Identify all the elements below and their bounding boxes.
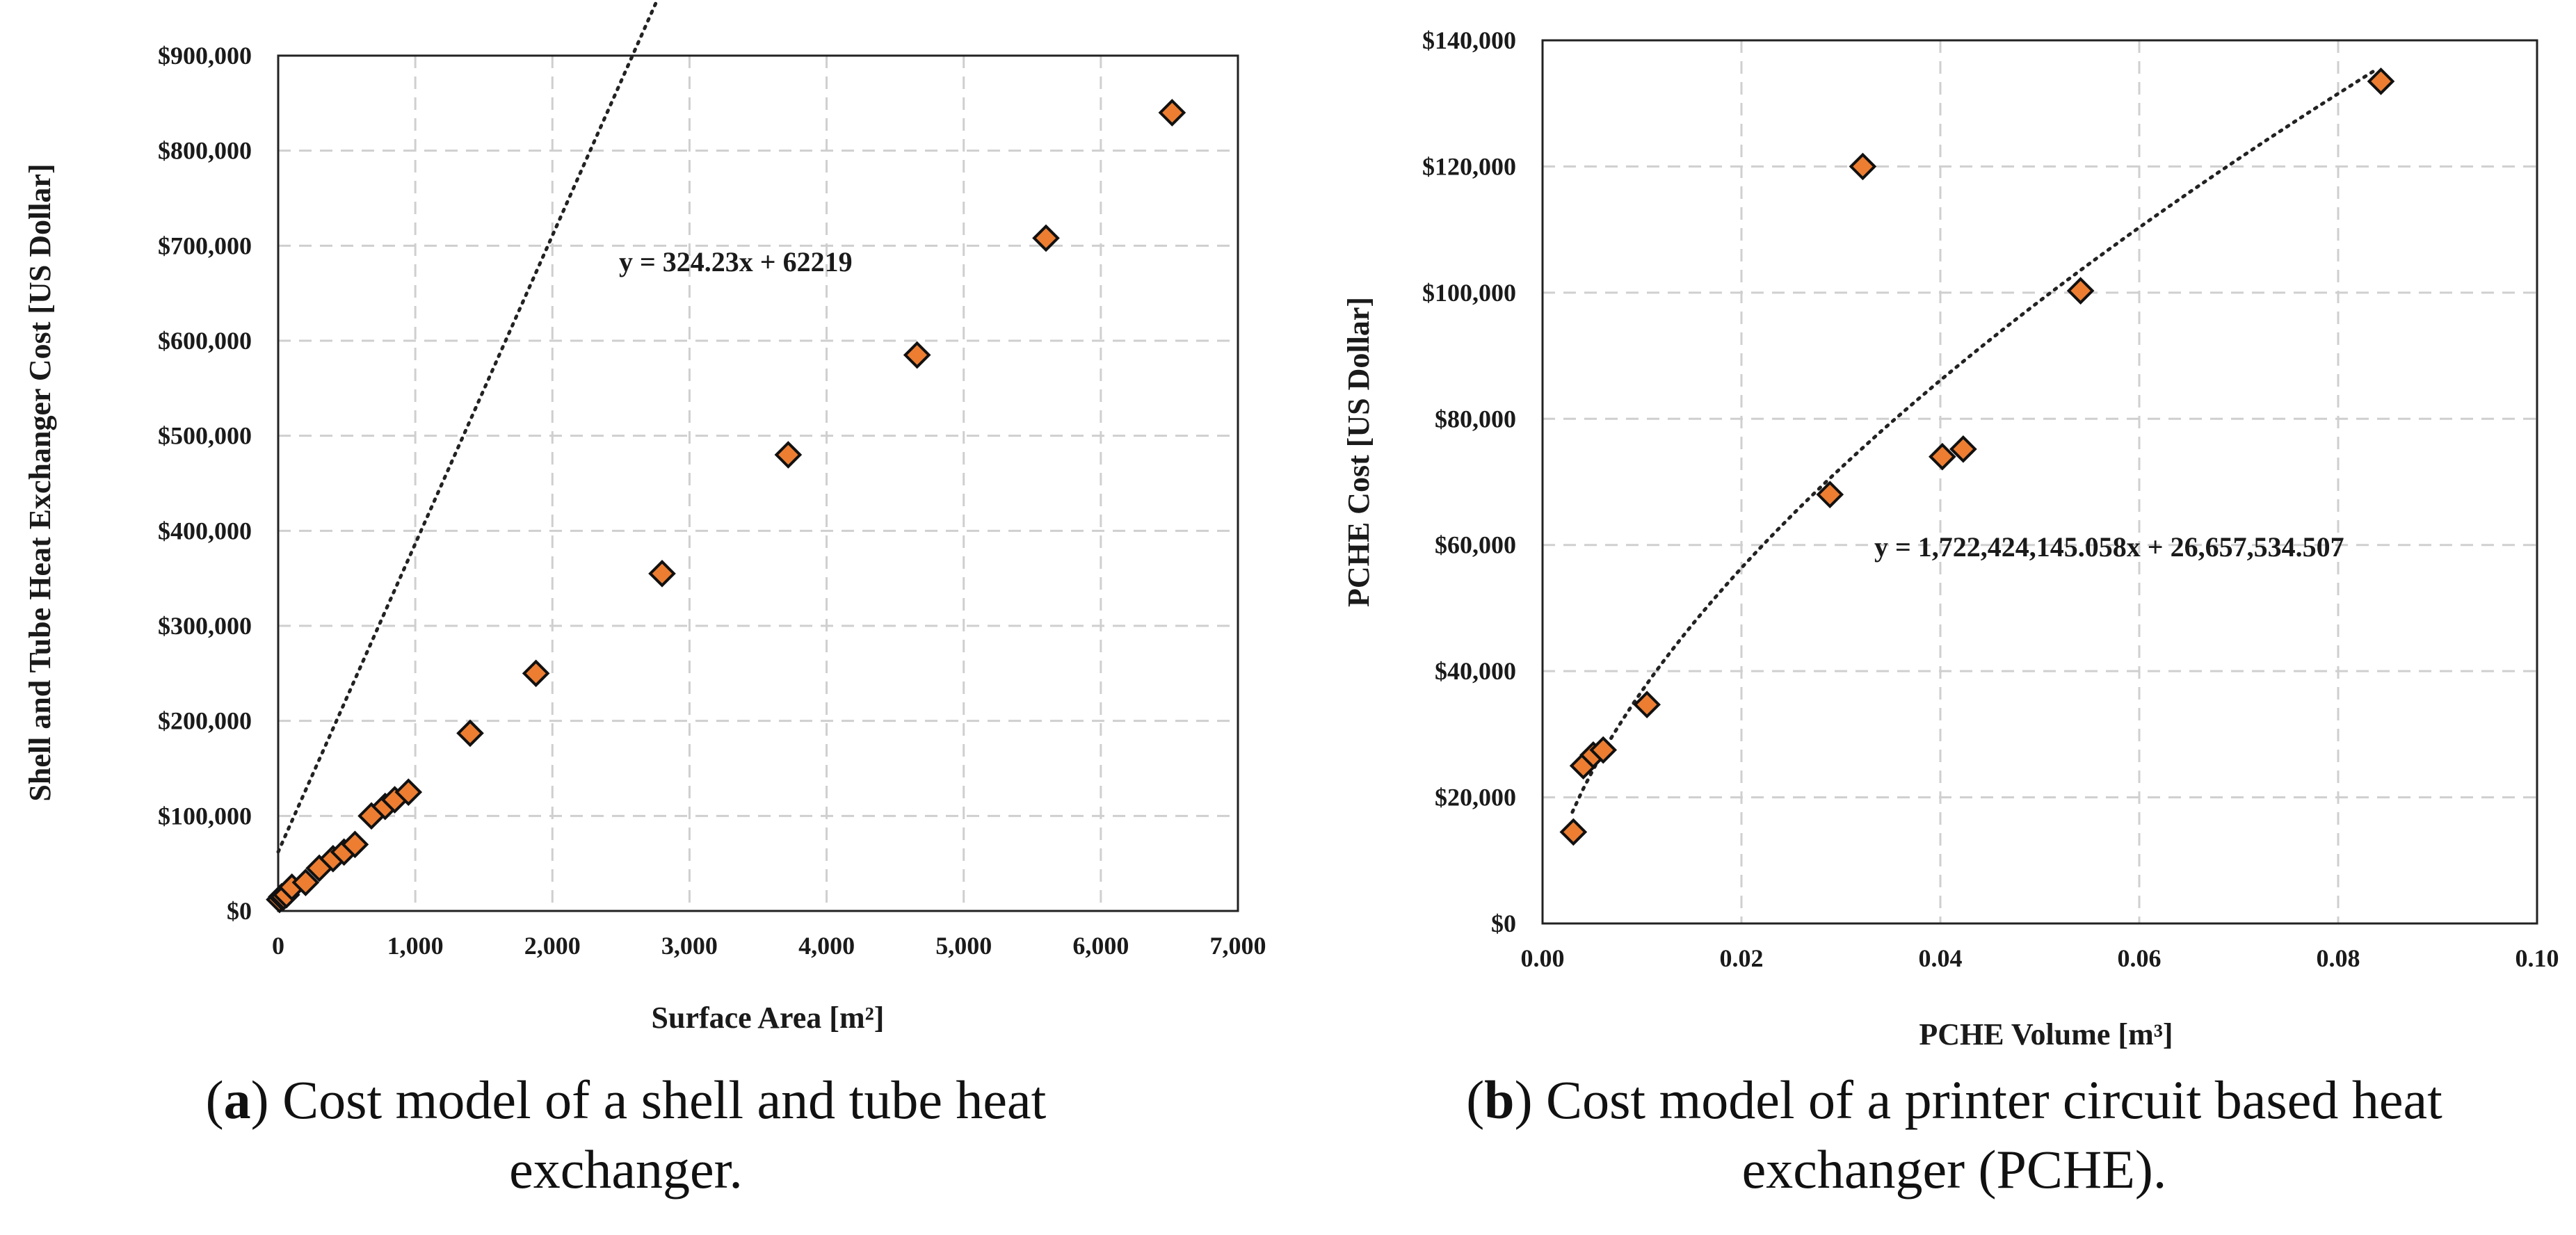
chart-a-x-tick-label: 0 [272, 932, 284, 960]
chart-a-data-point [456, 719, 484, 748]
chart-a-data-point [522, 659, 550, 688]
chart-b-trendline-equation: y = 1,722,424,145.058x + 26,657,534.507 [1874, 531, 2344, 563]
chart-a-trendline-equation: y = 324.23x + 62219 [619, 246, 853, 277]
chart-a-data-point [1158, 99, 1186, 127]
chart-a-x-tick-label: 5,000 [935, 932, 992, 960]
chart-b-y-tick-label: $80,000 [1435, 405, 1516, 433]
chart-b-data-point [2066, 277, 2095, 305]
chart-b-data-point [1589, 736, 1618, 764]
chart-b-data-point [1929, 442, 1956, 471]
chart-b-y-tick-label: $60,000 [1435, 531, 1516, 559]
chart-a-y-tick-label: $700,000 [158, 232, 252, 259]
chart-a-y-tick-label: $900,000 [158, 42, 252, 70]
chart-b-trendline [1570, 67, 2380, 814]
chart-a-x-tick-label: 3,000 [661, 932, 718, 960]
chart-a-data-point [774, 441, 803, 469]
chart-a-y-axis-title: Shell and Tube Heat Exchanger Cost [US D… [23, 163, 57, 801]
chart-a-grid [278, 56, 1238, 911]
caption-b: (b) Cost model of a printer circuit base… [1363, 1065, 2545, 1204]
chart-b-y-ticks: $0 $20,000 $40,000 $60,000 $80,000 $100,000 $1… [1422, 26, 1516, 937]
caption-b-line2: exchanger (PCHE). [1741, 1139, 2167, 1200]
chart-a-markers [266, 99, 1186, 914]
chart-b-data-point [1949, 435, 1977, 463]
chart-b: 0.00 0.02 0.04 0.06 0.08 0.10 $0 $20,000 $40,00… [1342, 26, 2559, 1051]
chart-a-y-tick-label: $200,000 [158, 707, 252, 735]
chart-a-data-point [903, 341, 931, 369]
chart-b-y-tick-label: $120,000 [1422, 152, 1516, 180]
chart-a-x-tick-label: 4,000 [798, 932, 855, 960]
chart-b-data-point [1849, 152, 1877, 181]
chart-a-y-tick-label: $300,000 [158, 612, 252, 640]
chart-a-x-ticks: 0 1,000 2,000 3,000 4,000 5,000 6,000 7,000 [272, 932, 1266, 960]
chart-b-y-axis-title: PCHE Cost [US Dollar] [1342, 297, 1376, 607]
chart-a-y-tick-label: $400,000 [158, 517, 252, 544]
chart-b-y-tick-label: $20,000 [1435, 784, 1516, 812]
chart-b-y-tick-label: $100,000 [1422, 279, 1516, 307]
caption-a-text: ) Cost model of a shell and tube heat [250, 1069, 1047, 1130]
chart-b-x-tick-label: 0.10 [2515, 944, 2559, 972]
caption-a-line2: exchanger. [509, 1139, 743, 1200]
caption-a-line1: (a) Cost model of a shell and tube heat [205, 1069, 1047, 1130]
chart-b-x-tick-label: 0.02 [1720, 944, 1764, 972]
chart-b-plot-frame [1541, 39, 2538, 925]
chart-b-y-tick-label: $140,000 [1422, 26, 1516, 54]
chart-a-x-tick-label: 1,000 [387, 932, 444, 960]
chart-a-y-tick-label: $500,000 [158, 422, 252, 450]
caption-b-label: b [1484, 1069, 1515, 1130]
chart-a-data-point [1032, 224, 1060, 252]
chart-a-data-point [394, 778, 423, 806]
chart-b-data-point [1559, 818, 1588, 846]
chart-a-data-point [648, 560, 676, 588]
chart-a-x-tick-label: 2,000 [524, 932, 581, 960]
chart-a-y-tick-label: $800,000 [158, 137, 252, 165]
chart-b-data-point [2367, 67, 2395, 95]
chart-a-x-tick-label: 6,000 [1072, 932, 1129, 960]
caption-b-text: ) Cost model of a printer circuit based … [1514, 1069, 2442, 1130]
chart-a-data-point [291, 869, 320, 896]
chart-a-y-ticks: $0 $100,000 $200,000 $300,000 $400,000 $500,0… [158, 42, 252, 925]
chart-b-x-tick-label: 0.06 [2118, 944, 2162, 972]
chart-b-grid [1543, 40, 2537, 923]
chart-b-y-tick-label: $40,000 [1435, 657, 1516, 685]
chart-b-x-tick-label: 0.04 [1919, 944, 1963, 972]
chart-a-trendline [276, 0, 659, 854]
chart-a-plot-frame [277, 54, 1239, 912]
chart-b-markers [1559, 67, 2395, 846]
chart-a-x-tick-label: 7,000 [1210, 932, 1266, 960]
chart-b-x-tick-label: 0.00 [1521, 944, 1565, 972]
caption-a-label: a [223, 1069, 251, 1130]
chart-a-y-tick-label: $0 [227, 897, 252, 925]
chart-b-data-point [1816, 481, 1844, 508]
chart-b-x-ticks: 0.00 0.02 0.04 0.06 0.08 0.10 [1521, 944, 2559, 972]
chart-a-x-axis-title: Surface Area [m²] [652, 1001, 885, 1035]
chart-a-data-point [341, 830, 369, 859]
chart-a-y-tick-label: $100,000 [158, 802, 252, 830]
chart-b-x-axis-title: PCHE Volume [m³] [1919, 1017, 2173, 1051]
caption-a: (a) Cost model of a shell and tube heat … [104, 1065, 1148, 1204]
chart-b-data-point [1633, 691, 1661, 719]
caption-b-line1: (b) Cost model of a printer circuit base… [1466, 1069, 2442, 1130]
chart-a: 0 1,000 2,000 3,000 4,000 5,000 6,000 7,000 $0$… [23, 0, 1266, 1035]
chart-b-x-tick-label: 0.08 [2317, 944, 2360, 972]
chart-b-y-tick-label: $0 [1491, 910, 1516, 937]
chart-a-y-tick-label: $600,000 [158, 327, 252, 355]
